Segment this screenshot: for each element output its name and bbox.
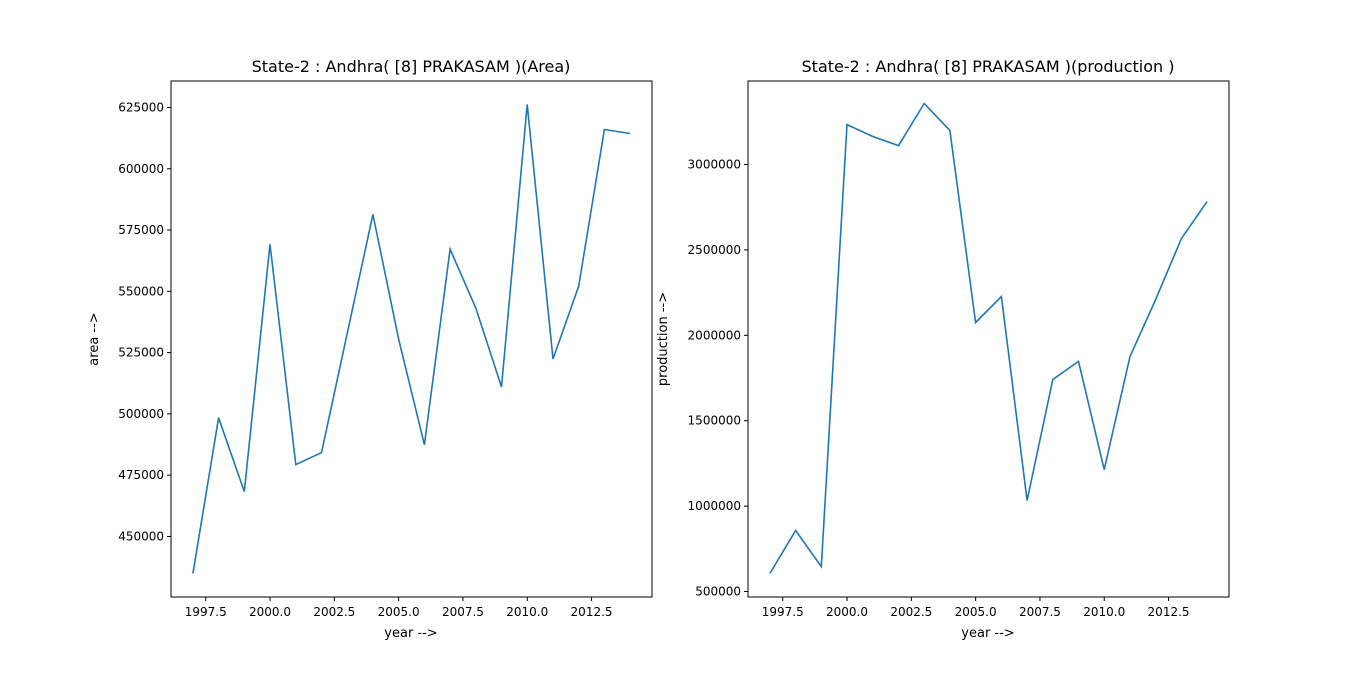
area-subplot: State-2 : Andhra( [8] PRAKASAM )(Area) y… — [87, 57, 652, 641]
production-chart-title: State-2 : Andhra( [8] PRAKASAM )(product… — [802, 57, 1175, 76]
area-series-line — [193, 105, 630, 574]
area-x-tick-label: 2012.5 — [571, 605, 613, 619]
area-x-tick-label: 2005.0 — [378, 605, 420, 619]
area-y-tick-label: 450000 — [118, 529, 164, 543]
production-x-label: year --> — [961, 626, 1014, 641]
production-y-tick-label: 2500000 — [688, 243, 741, 257]
area-y-tick-label: 550000 — [118, 284, 164, 298]
production-y-tick-label: 1500000 — [688, 414, 741, 428]
area-axes-frame — [171, 81, 652, 597]
area-chart-title: State-2 : Andhra( [8] PRAKASAM )(Area) — [252, 57, 571, 76]
area-y-tick-label: 500000 — [118, 407, 164, 421]
area-y-label: area --> — [87, 312, 102, 365]
area-x-tick-label: 1997.5 — [185, 605, 227, 619]
area-y-tick-label: 625000 — [118, 100, 164, 114]
production-y-tick-label: 1000000 — [688, 499, 741, 513]
production-x-tick-label: 2012.5 — [1148, 605, 1190, 619]
area-x-tick-label: 2007.5 — [442, 605, 484, 619]
production-x-tick-label: 2010.0 — [1083, 605, 1125, 619]
area-x-tick-label: 2000.0 — [249, 605, 291, 619]
area-x-tick-label: 2002.5 — [313, 605, 355, 619]
production-y-tick-label: 500000 — [695, 585, 741, 599]
area-x-tick-label: 2010.0 — [506, 605, 548, 619]
production-y-tick-label: 3000000 — [688, 158, 741, 172]
area-y-tick-label: 575000 — [118, 223, 164, 237]
area-x-label: year --> — [384, 626, 437, 641]
production-axes-frame — [748, 81, 1229, 597]
production-x-tick-label: 2007.5 — [1019, 605, 1061, 619]
production-y-label: production --> — [656, 292, 671, 386]
area-y-tick-label: 475000 — [118, 468, 164, 482]
production-series-line — [770, 104, 1207, 574]
production-x-tick-label: 2000.0 — [826, 605, 868, 619]
production-x-tick-label: 1997.5 — [762, 605, 804, 619]
area-y-tick-label: 600000 — [118, 162, 164, 176]
area-y-tick-label: 525000 — [118, 346, 164, 360]
production-x-tick-label: 2002.5 — [890, 605, 932, 619]
production-x-tick-label: 2005.0 — [955, 605, 997, 619]
production-subplot: State-2 : Andhra( [8] PRAKASAM )(product… — [656, 57, 1229, 641]
production-y-tick-label: 2000000 — [688, 328, 741, 342]
